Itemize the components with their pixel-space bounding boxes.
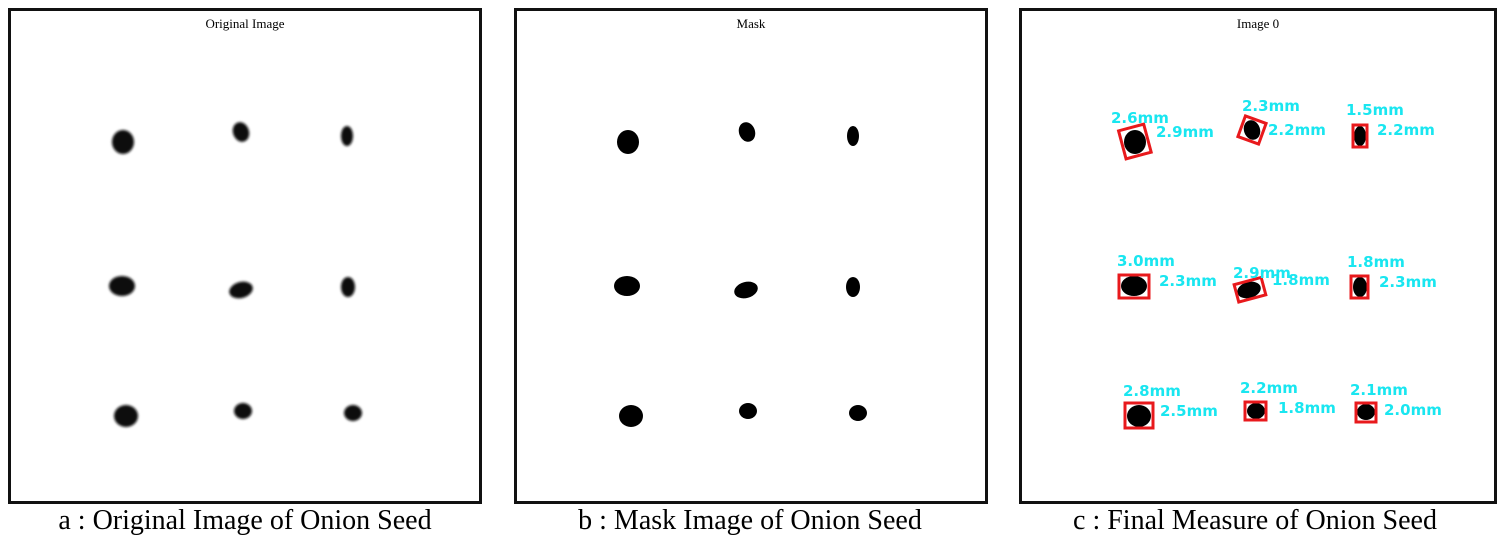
bounding-box (1354, 401, 1378, 424)
measure-width-label: 2.1mm (1350, 381, 1408, 399)
measure-width-label: 2.6mm (1111, 109, 1169, 127)
seed (617, 130, 639, 154)
seed (1127, 405, 1151, 427)
mask-image-panel: Mask (514, 8, 988, 504)
seed (1357, 404, 1375, 420)
seed (738, 122, 756, 142)
measure-width-label: 2.8mm (1123, 382, 1181, 400)
bounding-box (1243, 400, 1268, 422)
measure-height-label: 2.3mm (1159, 272, 1217, 290)
seed (341, 277, 355, 297)
measure-height-label: 2.0mm (1384, 401, 1442, 419)
seed (846, 277, 860, 297)
panel-title-original: Original Image (205, 16, 285, 31)
seed (847, 126, 859, 146)
bounding-box (1117, 273, 1151, 300)
caption-original: a : Original Image of Onion Seed (58, 505, 432, 536)
seed (1121, 276, 1147, 296)
seed (344, 405, 362, 421)
measure-height-label: 2.3mm (1379, 273, 1437, 291)
measure-height-label: 1.8mm (1272, 271, 1330, 289)
seed (1353, 277, 1367, 297)
seed (1354, 126, 1366, 146)
seed (229, 281, 253, 299)
bounding-box (1351, 123, 1369, 149)
seed (619, 405, 643, 427)
seed (232, 122, 250, 142)
measure-height-label: 2.2mm (1377, 121, 1435, 139)
original-image-panel: Original Image (8, 8, 482, 504)
seed (1247, 403, 1265, 419)
caption-mask: b : Mask Image of Onion Seed (578, 505, 922, 536)
final-measure-panel: Image 0 2.6mm 2.9mm 2.3mm (1019, 8, 1497, 504)
measure-width-label: 1.8mm (1347, 253, 1405, 271)
seed (1124, 130, 1146, 154)
panel-title-final: Image 0 (1236, 16, 1280, 31)
bounding-box (1116, 122, 1154, 161)
seed (614, 276, 640, 296)
measure-height-label: 2.2mm (1268, 121, 1326, 139)
measure-width-label: 2.3mm (1242, 97, 1300, 115)
seed (1243, 120, 1261, 140)
bounding-box (1235, 113, 1269, 147)
seed (341, 126, 353, 146)
seed (112, 130, 134, 154)
seed (734, 281, 758, 299)
measure-height-label: 2.5mm (1160, 402, 1218, 420)
panel-title-mask: Mask (736, 16, 766, 31)
caption-final: c : Final Measure of Onion Seed (1073, 505, 1437, 536)
bounding-box (1349, 274, 1370, 300)
measure-width-label: 1.5mm (1346, 101, 1404, 119)
measure-width-label: 3.0mm (1117, 252, 1175, 270)
seed (849, 405, 867, 421)
seed (234, 403, 252, 419)
measure-seeds: 2.6mm 2.9mm 2.3mm 2.2mm 1.5mm 2.2mm 3.0m… (1111, 97, 1442, 430)
measure-width-label: 2.2mm (1240, 379, 1298, 397)
measure-height-label: 1.8mm (1278, 399, 1336, 417)
bounding-box (1232, 275, 1268, 304)
seed (739, 403, 757, 419)
seed (114, 405, 138, 427)
seed (109, 276, 135, 296)
mask-seeds (614, 122, 867, 427)
seed (1237, 281, 1261, 299)
measure-height-label: 2.9mm (1156, 123, 1214, 141)
measure-width-label: 2.9mm (1233, 264, 1291, 282)
bounding-box (1123, 401, 1155, 430)
original-seeds (109, 122, 362, 427)
